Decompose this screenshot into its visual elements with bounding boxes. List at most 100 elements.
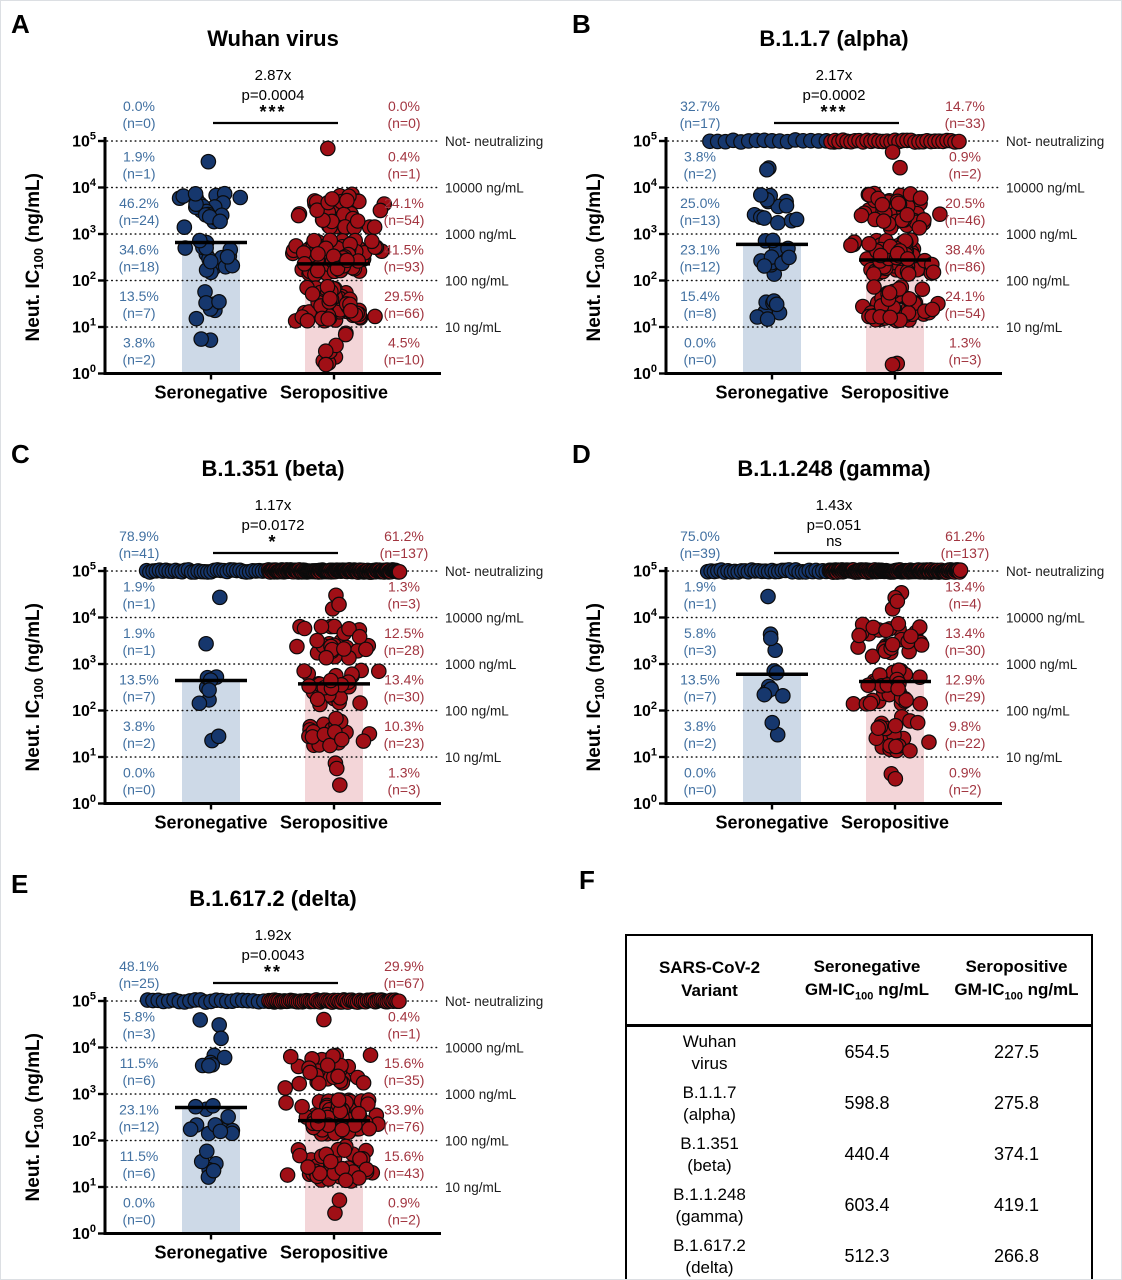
stratum-percent: 15.6% [384, 1055, 424, 1071]
stratum-percent: 23.1% [680, 241, 720, 257]
stratum-percent: 46.2% [119, 195, 159, 211]
table-row: Wuhan virus 654.5 227.5 [626, 1026, 1092, 1079]
reference-label: 10 ng/mL [445, 320, 502, 335]
stratum-count: (n=1) [387, 1025, 420, 1041]
stratum-count: (n=6) [122, 1165, 155, 1181]
stratum-percent: 13.4% [384, 671, 424, 687]
stratum-count: (n=66) [384, 305, 425, 321]
stratum-percent: 1.9% [123, 578, 155, 594]
stratum-count: (n=67) [384, 975, 425, 991]
stratum-percent: 48.1% [119, 958, 159, 974]
y-axis-label: Neut. IC100 (ng/mL) [23, 603, 46, 771]
reference-label: 10000 ng/mL [445, 611, 524, 626]
y-tick-label: 101 [633, 747, 657, 767]
stratum-count: (n=54) [945, 305, 986, 321]
stratum-count: (n=22) [945, 735, 986, 751]
stratum-count: (n=0) [122, 115, 155, 131]
stratum-count: (n=24) [119, 212, 160, 228]
x-group-label: Seropositive [841, 813, 949, 833]
stratum-count: (n=7) [122, 688, 155, 704]
stratum-percent: 1.9% [684, 578, 716, 594]
panel-title: B.1.1.7 (alpha) [759, 26, 908, 51]
stratum-count: (n=137) [380, 545, 429, 561]
seronegative-gm-value: 512.3 [844, 1246, 890, 1266]
stratum-percent: 13.5% [119, 671, 159, 687]
x-group-label: Seropositive [280, 1243, 388, 1263]
y-tick-label: 100 [633, 793, 657, 813]
stratum-percent: 3.8% [684, 148, 716, 164]
stratum-count: (n=2) [683, 165, 716, 181]
stratum-count: (n=12) [680, 258, 721, 274]
panel-letter: B [572, 9, 591, 39]
p-value: p=0.0004 [242, 87, 305, 104]
stratum-percent: 5.8% [684, 625, 716, 641]
panel-c-chart: 105 104 103 102 101 100 Seronegative Seropositi… [11, 439, 543, 833]
reference-labels: Not- neutralizing 10000 ng/mL 1000 ng/mL 10… [1006, 134, 1104, 335]
stratum-count: (n=2) [948, 781, 981, 797]
seronegative-gm-value: 603.4 [844, 1195, 890, 1215]
stratum-percent: 32.7% [680, 98, 720, 114]
variant-name: B.1.1.7 (alpha) [682, 1083, 737, 1124]
stratum-percent: 41.5% [384, 241, 424, 257]
seronegative-gm-value: 440.4 [844, 1144, 890, 1164]
y-tick-label: 100 [72, 793, 96, 813]
y-axis-label: Neut. IC100 (ng/mL) [584, 603, 607, 771]
reference-label: 10 ng/mL [1006, 750, 1063, 765]
y-tick-label: 102 [633, 270, 657, 290]
stratum-percent: 24.1% [384, 195, 424, 211]
stratum-percent: 13.4% [945, 578, 985, 594]
stratum-percent: 1.9% [123, 625, 155, 641]
variant-name: B.1.351 (beta) [680, 1134, 739, 1175]
variant-name: B.1.617.2 (delta) [673, 1236, 746, 1277]
stratum-count: (n=3) [948, 351, 981, 367]
reference-label: 10000 ng/mL [445, 181, 524, 196]
p-value: p=0.0172 [242, 517, 305, 534]
y-axis-label: Neut. IC100 (ng/mL) [584, 173, 607, 341]
stratum-count: (n=8) [683, 305, 716, 321]
header-seronegative: Seronegative GM-IC100 ng/mL [792, 935, 942, 1027]
gm-table-header-row: SARS-CoV-2 Variant Seronegative GM-IC100… [626, 935, 1092, 1027]
stratum-count: (n=43) [384, 1165, 425, 1181]
stratum-count: (n=54) [384, 212, 425, 228]
reference-label: Not- neutralizing [445, 564, 543, 579]
panel-b-chart: 105 104 103 102 101 100 Seronegative Seropositi… [572, 9, 1104, 403]
y-tick-label: 101 [633, 317, 657, 337]
stratum-percent: 24.1% [945, 288, 985, 304]
stratum-percent: 15.6% [384, 1148, 424, 1164]
x-group-label: Seronegative [154, 1243, 267, 1263]
stratum-count: (n=3) [122, 1025, 155, 1041]
stratum-count: (n=86) [945, 258, 986, 274]
scatter-points [702, 132, 967, 373]
gm-mean-lines [736, 242, 931, 262]
stratum-percent: 4.5% [388, 334, 420, 350]
stratum-percent: 0.0% [123, 764, 155, 780]
reference-label: 100 ng/mL [445, 1134, 509, 1149]
y-tick-label: 105 [72, 561, 96, 581]
y-tick-label: 104 [72, 607, 97, 627]
stratum-percent: 34.6% [119, 241, 159, 257]
y-tick-label: 105 [633, 131, 657, 151]
seropositive-gm-value: 266.8 [993, 1246, 1040, 1266]
reference-label: 10000 ng/mL [445, 1041, 524, 1056]
x-group-label: Seronegative [715, 813, 828, 833]
stratum-count: (n=2) [387, 1211, 420, 1227]
stratum-count: (n=46) [945, 212, 986, 228]
y-tick-label: 102 [633, 700, 657, 720]
stratum-percent: 61.2% [384, 528, 424, 544]
stratum-percent: 0.0% [123, 98, 155, 114]
table-row: B.1.1.7 (alpha) 598.8 275.8 [626, 1078, 1092, 1129]
y-tick-label: 100 [72, 1223, 96, 1243]
significance-stars: * [268, 532, 277, 552]
y-tick-label: 102 [72, 700, 96, 720]
stratum-percent: 13.5% [119, 288, 159, 304]
stratum-percent: 3.8% [123, 718, 155, 734]
scatter-points [138, 562, 408, 793]
axes: 105 104 103 102 101 100 Seronegative Seropositi… [23, 991, 441, 1263]
stratum-percent: 11.5% [120, 1148, 159, 1164]
y-tick-label: 101 [72, 747, 96, 767]
reference-dotted-lines [106, 140, 440, 328]
stratum-count: (n=30) [384, 688, 425, 704]
stratum-count: (n=0) [387, 115, 420, 131]
scatter-points [171, 140, 393, 373]
stratum-percent: 0.9% [388, 1194, 420, 1210]
